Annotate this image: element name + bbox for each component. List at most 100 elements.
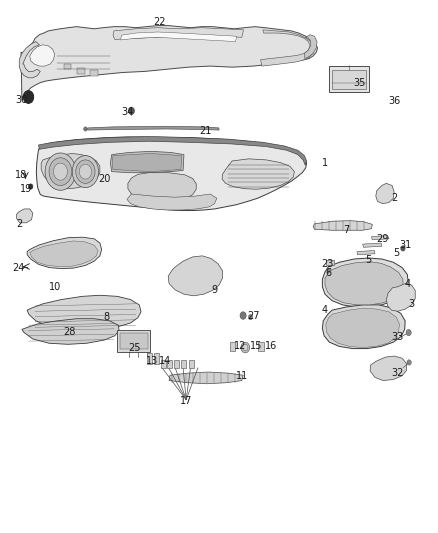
Text: 3: 3 [409, 299, 415, 309]
Text: 31: 31 [399, 240, 411, 250]
Circle shape [407, 360, 411, 365]
Polygon shape [64, 64, 71, 69]
Circle shape [79, 164, 92, 179]
Text: 5: 5 [393, 248, 399, 258]
Polygon shape [27, 295, 141, 330]
Text: 21: 21 [199, 126, 211, 135]
Polygon shape [127, 194, 217, 210]
Circle shape [23, 91, 34, 103]
Text: 14: 14 [159, 357, 172, 366]
Text: 8: 8 [103, 312, 109, 322]
Text: 28: 28 [63, 327, 75, 336]
Text: 17: 17 [180, 396, 192, 406]
Polygon shape [325, 262, 403, 305]
Text: 30: 30 [15, 95, 27, 105]
Circle shape [401, 246, 405, 251]
Polygon shape [27, 237, 102, 269]
Bar [161, 360, 166, 368]
Bar [147, 353, 152, 364]
Polygon shape [222, 159, 294, 189]
Text: 9: 9 [212, 286, 218, 295]
Text: 34: 34 [121, 107, 133, 117]
Polygon shape [371, 236, 389, 240]
Bar [120, 333, 148, 349]
Bar [189, 360, 194, 368]
Bar [329, 66, 369, 92]
Text: 12: 12 [234, 342, 246, 351]
Text: 24: 24 [12, 263, 25, 272]
Polygon shape [304, 35, 317, 59]
Text: 2: 2 [391, 193, 397, 203]
Polygon shape [322, 258, 408, 307]
Text: 32: 32 [392, 368, 404, 378]
Polygon shape [112, 154, 182, 172]
Text: 15: 15 [250, 342, 262, 351]
Text: 7: 7 [343, 225, 349, 235]
Polygon shape [169, 372, 243, 384]
Polygon shape [41, 154, 100, 189]
Circle shape [243, 344, 248, 351]
Text: 10: 10 [49, 282, 61, 292]
Polygon shape [168, 256, 223, 296]
Polygon shape [39, 136, 307, 165]
Circle shape [406, 329, 411, 336]
Text: 27: 27 [247, 311, 259, 320]
Polygon shape [261, 30, 314, 66]
Bar [117, 330, 150, 352]
Polygon shape [90, 70, 98, 76]
Bar [181, 360, 186, 368]
Text: 5: 5 [365, 255, 371, 265]
Text: 2: 2 [17, 219, 23, 229]
Text: 18: 18 [15, 170, 27, 180]
Polygon shape [36, 137, 307, 211]
Circle shape [76, 160, 95, 183]
Polygon shape [77, 68, 85, 74]
Text: 6: 6 [325, 268, 332, 278]
Polygon shape [326, 308, 399, 348]
Text: 11: 11 [236, 371, 248, 381]
Polygon shape [386, 284, 415, 311]
Polygon shape [88, 126, 219, 130]
Text: 4: 4 [404, 279, 410, 288]
Text: 35: 35 [353, 78, 365, 87]
Polygon shape [30, 241, 98, 266]
Polygon shape [113, 28, 244, 39]
Text: 23: 23 [321, 259, 334, 269]
Text: 25: 25 [129, 343, 141, 352]
Circle shape [84, 127, 87, 131]
Bar [230, 342, 235, 351]
Text: 20: 20 [98, 174, 110, 183]
Circle shape [45, 153, 76, 190]
Circle shape [328, 269, 331, 273]
Bar [167, 360, 172, 368]
Text: 29: 29 [376, 234, 389, 244]
Polygon shape [128, 173, 196, 203]
Circle shape [128, 107, 134, 115]
Circle shape [248, 314, 253, 320]
Bar [154, 353, 159, 364]
Text: 36: 36 [388, 96, 400, 106]
Circle shape [28, 184, 33, 189]
Circle shape [241, 342, 250, 353]
Circle shape [72, 156, 99, 188]
Bar [258, 342, 264, 351]
Polygon shape [322, 305, 405, 349]
Text: 19: 19 [20, 184, 32, 194]
Polygon shape [376, 183, 394, 204]
Polygon shape [370, 356, 406, 381]
Polygon shape [357, 251, 375, 255]
Text: 13: 13 [146, 357, 159, 366]
Bar [332, 70, 366, 89]
Bar [326, 260, 334, 265]
Polygon shape [21, 26, 318, 100]
Text: 1: 1 [322, 158, 328, 167]
Bar [174, 360, 179, 368]
Circle shape [53, 163, 67, 180]
Polygon shape [110, 151, 184, 173]
Text: 22: 22 [154, 18, 166, 27]
Polygon shape [363, 243, 382, 247]
Text: 4: 4 [322, 305, 328, 315]
Text: 33: 33 [392, 332, 404, 342]
Polygon shape [19, 42, 40, 78]
Polygon shape [17, 209, 33, 223]
